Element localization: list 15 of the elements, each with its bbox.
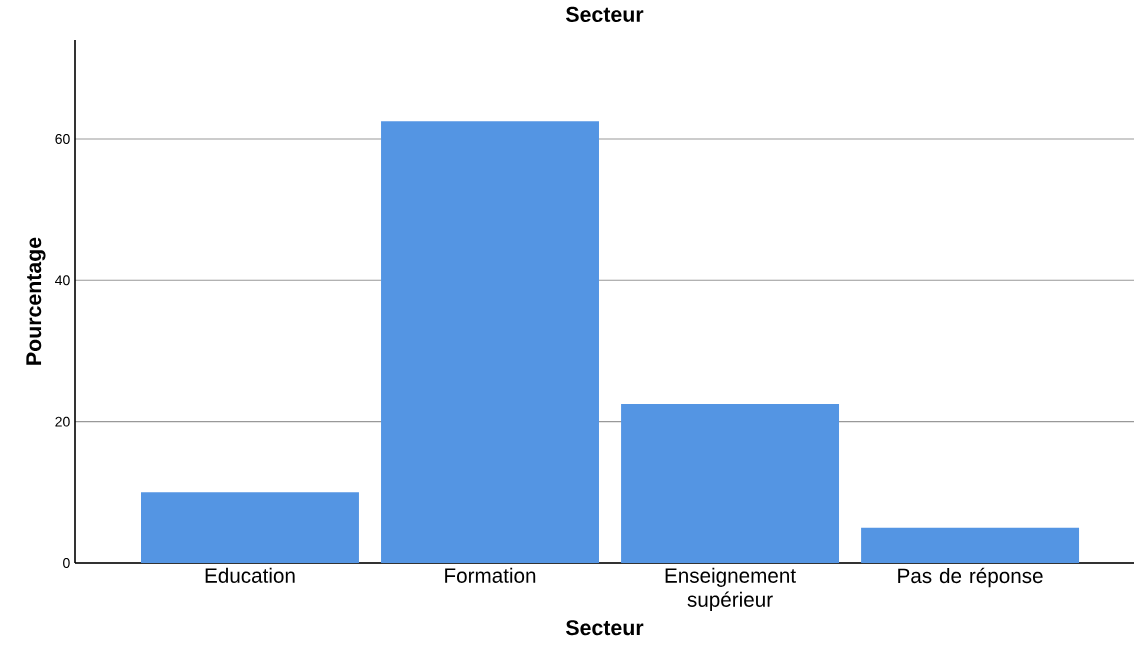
x-tick-label: Formation bbox=[445, 567, 536, 583]
chart-title: Secteur bbox=[565, 6, 644, 22]
x-tick-label: Pas de réponse bbox=[898, 567, 1043, 588]
bar bbox=[381, 121, 599, 563]
x-axis-title: Secteur bbox=[565, 620, 644, 636]
y-tick-label: 20 bbox=[55, 416, 70, 427]
bar bbox=[621, 403, 840, 563]
x-tick-label: Education bbox=[205, 567, 295, 583]
y-axis-title: Pourcentage bbox=[26, 237, 46, 365]
y-tick-label: 0 bbox=[63, 558, 70, 568]
x-tick-label: Enseignement supérieur bbox=[665, 567, 796, 611]
y-tick-label: 40 bbox=[55, 275, 70, 286]
y-tick-label: 60 bbox=[55, 134, 70, 144]
bar bbox=[141, 492, 359, 563]
bar bbox=[861, 527, 1080, 563]
